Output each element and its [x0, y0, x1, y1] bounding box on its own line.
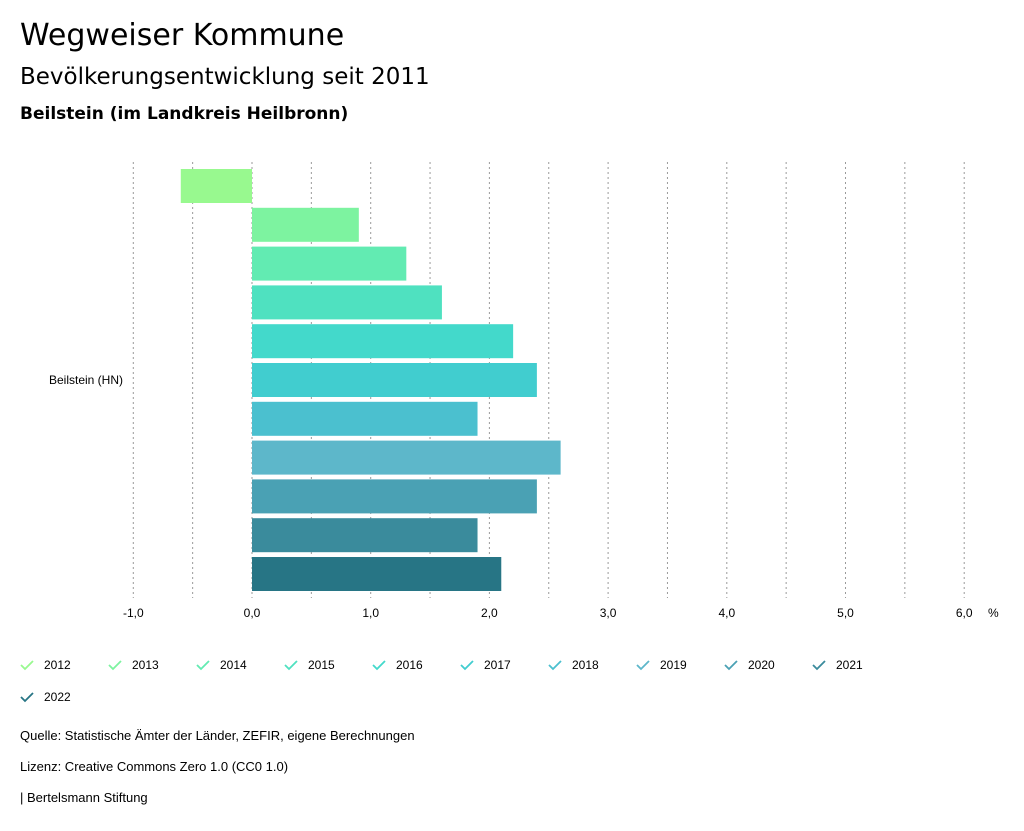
legend-label: 2018: [572, 658, 599, 672]
x-tick-label: 4,0: [718, 606, 735, 620]
license-note: Lizenz: Creative Commons Zero 1.0 (CC0 1…: [20, 759, 289, 774]
x-axis-unit: %: [988, 606, 999, 620]
legend-label: 2015: [308, 658, 335, 672]
check-icon: [812, 660, 826, 671]
bar-2013[interactable]: [252, 207, 359, 242]
check-icon: [284, 660, 298, 671]
check-icon: [20, 692, 34, 703]
x-axis-ticks: -1,0 0,0 1,0 2,0 3,0 4,0 5,0 6,0: [123, 606, 973, 620]
x-tick-label: 0,0: [244, 606, 261, 620]
legend-label: 2013: [132, 658, 159, 672]
bar-chart: -1,0 0,0 1,0 2,0 3,0 4,0 5,0 6,0 Beilstein (HN)…: [49, 162, 999, 620]
check-icon: [548, 660, 562, 671]
legend-label: 2014: [220, 658, 247, 672]
x-tick-label: 5,0: [837, 606, 854, 620]
legend-item-2020[interactable]: 2020: [724, 654, 775, 676]
bar-2021[interactable]: [252, 518, 478, 553]
check-icon: [724, 660, 738, 671]
legend-item-2014[interactable]: 2014: [196, 654, 247, 676]
bar-2012[interactable]: [180, 169, 252, 203]
check-icon: [108, 660, 122, 671]
bar-2017[interactable]: [252, 363, 537, 397]
legend-label: 2021: [836, 658, 863, 672]
bar-2016[interactable]: [252, 324, 514, 359]
category-label: Beilstein (HN): [49, 373, 123, 387]
legend-item-2017[interactable]: 2017: [460, 654, 511, 676]
legend-label: 2012: [44, 658, 71, 672]
region-label: Beilstein (im Landkreis Heilbronn): [20, 104, 349, 124]
x-tick-label: 1,0: [362, 606, 379, 620]
legend-label: 2019: [660, 658, 687, 672]
legend-label: 2016: [396, 658, 423, 672]
legend-label: 2020: [748, 658, 775, 672]
bar-2014[interactable]: [252, 246, 407, 281]
legend-item-2018[interactable]: 2018: [548, 654, 599, 676]
legend-item-2015[interactable]: 2015: [284, 654, 335, 676]
legend-item-2019[interactable]: 2019: [636, 654, 687, 676]
check-icon: [460, 660, 474, 671]
x-tick-label: -1,0: [123, 606, 144, 620]
chart-subtitle: Bevölkerungsentwicklung seit 2011: [20, 64, 430, 90]
check-icon: [20, 660, 34, 671]
bar-2015[interactable]: [252, 285, 442, 320]
bar-2020[interactable]: [252, 479, 537, 514]
check-icon: [636, 660, 650, 671]
check-icon: [196, 660, 210, 671]
brand-note: | Bertelsmann Stiftung: [20, 790, 148, 805]
bar-2022[interactable]: [252, 557, 502, 591]
check-icon: [372, 660, 386, 671]
legend-item-2021[interactable]: 2021: [812, 654, 863, 676]
legend-item-2022[interactable]: 2022: [20, 686, 71, 708]
x-tick-label: 3,0: [600, 606, 617, 620]
legend-label: 2017: [484, 658, 511, 672]
legend-item-2016[interactable]: 2016: [372, 654, 423, 676]
bar-2018[interactable]: [252, 401, 478, 436]
page-title: Wegweiser Kommune: [20, 18, 345, 53]
source-note: Quelle: Statistische Ämter der Länder, Z…: [20, 728, 415, 743]
legend-label: 2022: [44, 690, 71, 704]
bar-2019[interactable]: [252, 440, 561, 475]
legend-item-2012[interactable]: 2012: [20, 654, 71, 676]
bars: [180, 169, 561, 591]
x-tick-label: 2,0: [481, 606, 498, 620]
legend-item-2013[interactable]: 2013: [108, 654, 159, 676]
x-tick-label: 6,0: [956, 606, 973, 620]
